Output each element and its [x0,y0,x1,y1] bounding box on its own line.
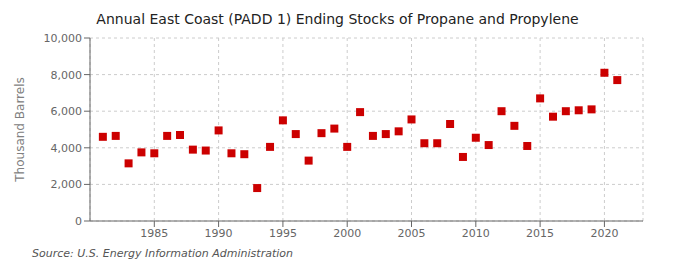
svg-text:2005: 2005 [398,227,426,240]
html-text:Source: U.S. Energy Informatio: Source: U.S. Energy Information Administ… [32,247,293,260]
html-text:Annual East Coast (PADD 1) End: Annual East Coast (PADD 1) Ending Stocks… [96,11,579,27]
svg-text:2020: 2020 [590,227,618,240]
svg-text:6,000: 6,000 [51,105,83,118]
svg-text:8,000: 8,000 [51,69,83,82]
svg-text:1990: 1990 [205,227,233,240]
svg-text:2000: 2000 [333,227,361,240]
svg-text:1985: 1985 [140,227,168,240]
svg-text:0: 0 [75,215,82,228]
svg-text:1995: 1995 [269,227,297,240]
svg-text:2015: 2015 [526,227,554,240]
svg-text:2010: 2010 [462,227,490,240]
svg-text:10,000: 10,000 [44,32,83,45]
svg-text:4,000: 4,000 [51,142,83,155]
svg-text:Thousand Barrels: Thousand Barrels [13,77,27,182]
svg-text:2,000: 2,000 [51,178,83,191]
